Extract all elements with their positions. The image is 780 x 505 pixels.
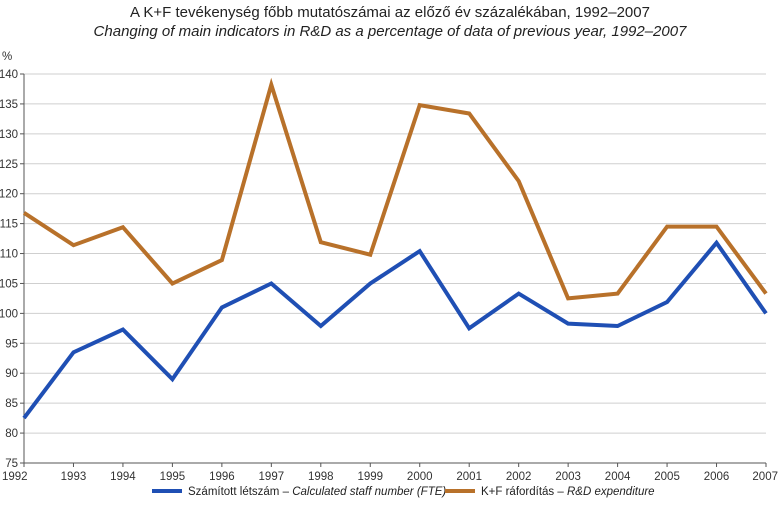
data-point	[23, 417, 26, 420]
data-point	[517, 180, 520, 183]
legend-label-hu: Számított létszám –	[188, 486, 292, 498]
data-point	[517, 292, 520, 295]
data-point	[616, 324, 619, 327]
legend: Számított létszám – Calculated staff num…	[152, 486, 655, 498]
data-point	[715, 225, 718, 228]
data-point	[171, 282, 174, 285]
x-tick-label: 1994	[110, 471, 136, 483]
x-tick-label: 2002	[506, 471, 532, 483]
x-tick-label: 2006	[704, 471, 730, 483]
data-point	[72, 244, 75, 247]
legend-label-en: R&D expenditure	[567, 486, 655, 498]
data-point	[319, 241, 322, 244]
series-lines	[22, 77, 768, 420]
data-point	[418, 104, 421, 107]
data-point	[468, 112, 471, 115]
y-tick-label: 105	[0, 278, 18, 290]
x-tick-label: 1998	[308, 471, 334, 483]
data-point	[270, 83, 273, 86]
data-point	[220, 306, 223, 309]
x-tick-label: 1999	[357, 471, 383, 483]
data-point	[319, 324, 322, 327]
data-point	[369, 282, 372, 285]
legend-label-hu: K+F ráfordítás –	[481, 486, 567, 498]
y-tick-label: 110	[0, 249, 18, 261]
data-point	[765, 292, 768, 295]
data-point	[567, 297, 570, 300]
y-tick-label: 80	[5, 428, 18, 440]
x-tick-label: 1996	[209, 471, 235, 483]
x-tick-label: 2007	[752, 471, 778, 483]
y-tick-label: 90	[5, 368, 18, 380]
y-tick-label: 140	[0, 69, 18, 81]
y-tick-label: 130	[0, 129, 18, 141]
y-tick-label: 115	[0, 219, 18, 231]
series-line-2	[22, 77, 768, 301]
data-point	[220, 259, 223, 262]
data-point	[171, 378, 174, 381]
y-tick-label: 135	[0, 99, 18, 111]
y-tick-label: 125	[0, 159, 18, 171]
x-tick-label: 2004	[605, 471, 631, 483]
series-line-1	[22, 239, 768, 420]
y-tick-label: 95	[5, 338, 18, 350]
x-tick-label: 1992	[2, 471, 28, 483]
data-point	[567, 322, 570, 325]
data-point	[468, 327, 471, 330]
y-tick-label: 100	[0, 308, 18, 320]
legend-entry-1: Számított létszám – Calculated staff num…	[188, 486, 446, 498]
legend-entry-2: K+F ráfordítás – R&D expenditure	[481, 486, 655, 498]
x-tick-label: 2003	[555, 471, 581, 483]
data-point	[121, 226, 124, 229]
data-point	[765, 312, 768, 315]
x-tick-label: 1995	[160, 471, 186, 483]
chart-title: A K+F tevékenység főbb mutatószámai az e…	[130, 4, 650, 21]
legend-label-en: Calculated staff number (FTE)	[292, 486, 446, 498]
data-point	[121, 328, 124, 331]
data-point	[616, 292, 619, 295]
x-tick-label: 1997	[259, 471, 285, 483]
data-point	[418, 250, 421, 253]
data-point	[666, 301, 669, 304]
data-point	[666, 225, 669, 228]
grid-lines	[24, 73, 766, 464]
data-point	[72, 351, 75, 354]
data-point	[715, 241, 718, 244]
y-tick-labels: 75 80 85 90 95 100 105 110 115 120 125 130 135 140	[0, 69, 18, 470]
x-tick-labels: 1992 1993 1994 1995 1996 1997 1998 1999 2000 2001…	[2, 471, 778, 483]
axes	[20, 73, 767, 467]
y-tick-label: 75	[5, 458, 18, 470]
x-tick-label: 1993	[61, 471, 87, 483]
data-point	[23, 211, 26, 214]
data-point	[270, 282, 273, 285]
y-axis-label: %	[2, 51, 12, 63]
x-tick-label: 2000	[407, 471, 433, 483]
y-tick-label: 120	[0, 189, 18, 201]
y-tick-label: 85	[5, 398, 18, 410]
x-tick-label: 2005	[654, 471, 680, 483]
data-point	[369, 253, 372, 256]
chart-subtitle: Changing of main indicators in R&D as a …	[93, 23, 687, 40]
x-tick-label: 2001	[456, 471, 482, 483]
